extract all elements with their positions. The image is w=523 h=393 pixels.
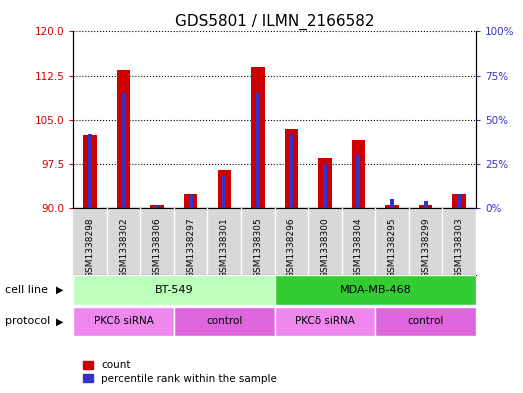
Bar <box>155 205 159 208</box>
Bar <box>218 170 231 208</box>
Bar <box>375 307 476 336</box>
Bar <box>222 176 226 208</box>
Bar <box>390 200 394 208</box>
Bar <box>385 206 399 208</box>
Text: control: control <box>206 316 243 326</box>
Bar <box>117 70 130 208</box>
Bar <box>419 206 433 208</box>
Bar <box>285 129 298 208</box>
Legend: count, percentile rank within the sample: count, percentile rank within the sample <box>78 356 281 388</box>
Bar <box>184 194 197 208</box>
Text: PKCδ siRNA: PKCδ siRNA <box>94 316 153 326</box>
Bar <box>251 67 265 208</box>
Bar <box>189 194 192 208</box>
Bar <box>275 275 476 305</box>
Bar <box>256 94 260 208</box>
Text: PKCδ siRNA: PKCδ siRNA <box>295 316 355 326</box>
Bar <box>352 141 365 208</box>
Bar <box>88 134 92 208</box>
Bar <box>289 134 293 208</box>
Text: BT-549: BT-549 <box>155 285 193 295</box>
Text: protocol: protocol <box>5 316 51 327</box>
Bar <box>174 307 275 336</box>
Text: ▶: ▶ <box>56 316 64 327</box>
Bar <box>73 307 174 336</box>
Bar <box>73 275 275 305</box>
Bar <box>357 155 360 208</box>
Text: cell line: cell line <box>5 285 48 295</box>
Bar <box>457 194 461 208</box>
Text: ▶: ▶ <box>56 285 64 295</box>
Bar <box>151 206 164 208</box>
Bar <box>323 164 327 208</box>
Title: GDS5801 / ILMN_2166582: GDS5801 / ILMN_2166582 <box>175 14 374 30</box>
Bar <box>121 94 126 208</box>
Bar <box>83 135 97 208</box>
Bar <box>424 201 428 208</box>
Bar <box>318 158 332 208</box>
Text: MDA-MB-468: MDA-MB-468 <box>339 285 411 295</box>
Bar <box>452 194 466 208</box>
Bar <box>275 307 375 336</box>
Text: control: control <box>407 316 444 326</box>
